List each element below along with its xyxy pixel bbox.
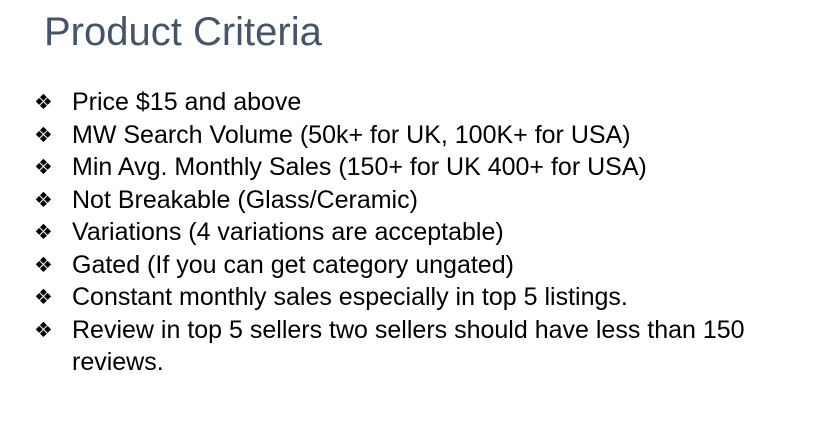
bullet-text: Variations (4 variations are acceptable) xyxy=(72,218,504,246)
diamond-bullet-icon: ❖ xyxy=(34,285,53,309)
bullet-text: MW Search Volume (50k+ for UK, 100K+ for… xyxy=(72,120,631,149)
list-item: ❖ Variations (4 variations are acceptabl… xyxy=(34,216,804,249)
diamond-bullet-icon: ❖ xyxy=(34,155,53,179)
list-item: ❖ Constant monthly sales especially in t… xyxy=(34,281,804,314)
diamond-bullet-icon: ❖ xyxy=(34,122,53,147)
list-item: ❖ MW Search Volume (50k+ for UK, 100K+ f… xyxy=(34,119,804,152)
diamond-bullet-icon: ❖ xyxy=(34,187,53,212)
bullet-text: Constant monthly sales especially in top… xyxy=(72,283,628,311)
bullet-text: Min Avg. Monthly Sales (150+ for UK 400+… xyxy=(72,153,647,181)
slide-title: Product Criteria xyxy=(44,10,322,54)
diamond-bullet-icon: ❖ xyxy=(34,252,53,277)
bullet-text: Not Breakable (Glass/Ceramic) xyxy=(72,185,418,214)
list-item: ❖ Not Breakable (Glass/Ceramic) xyxy=(34,184,804,217)
bullet-text: Review in top 5 sellers two sellers shou… xyxy=(72,315,745,377)
list-item: ❖ Review in top 5 sellers two sellers sh… xyxy=(34,314,804,379)
list-item: ❖ Price $15 and above xyxy=(34,86,804,119)
bullet-list: ❖ Price $15 and above ❖ MW Search Volume… xyxy=(34,86,804,379)
diamond-bullet-icon: ❖ xyxy=(34,90,53,114)
diamond-bullet-icon: ❖ xyxy=(34,220,53,244)
bullet-text: Gated (If you can get category ungated) xyxy=(72,250,514,279)
list-item: ❖ Min Avg. Monthly Sales (150+ for UK 40… xyxy=(34,151,804,184)
list-item: ❖ Gated (If you can get category ungated… xyxy=(34,249,804,282)
diamond-bullet-icon: ❖ xyxy=(34,317,53,342)
bullet-text: Price $15 and above xyxy=(72,88,302,116)
